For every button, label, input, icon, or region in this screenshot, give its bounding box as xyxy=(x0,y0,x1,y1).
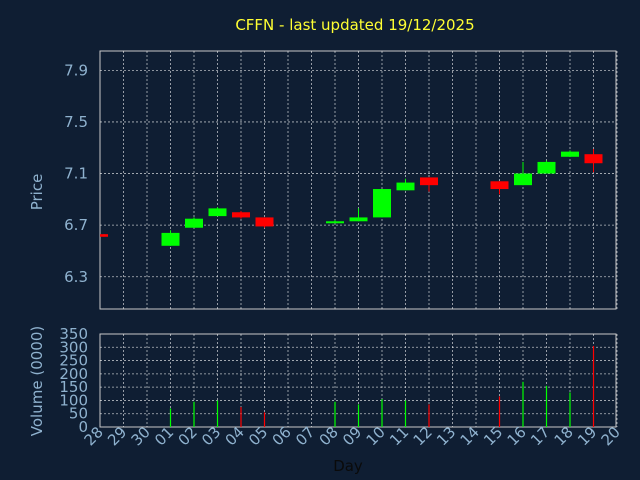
candle-body xyxy=(420,177,438,186)
candle-body xyxy=(232,212,250,218)
volume-tick-label: 300 xyxy=(59,338,88,356)
price-plot-frame xyxy=(99,50,617,310)
candle-body xyxy=(373,189,391,218)
volume-tick-label: 200 xyxy=(59,365,88,383)
price-panel: 7.9 7.5 7.1 6.7 6.3 xyxy=(64,50,618,310)
candle-body xyxy=(396,182,415,191)
price-tick-label: 7.1 xyxy=(64,165,88,183)
volume-tick-label: 50 xyxy=(69,405,88,423)
x-axis-label: Day xyxy=(333,457,363,475)
candle-body xyxy=(185,218,203,228)
price-tick-label: 6.7 xyxy=(64,216,88,234)
candle-body xyxy=(100,234,108,237)
candle-body xyxy=(161,232,180,246)
candle-body xyxy=(326,221,344,224)
chart-title: CFFN - last updated 19/12/2025 xyxy=(235,16,474,34)
price-tick-label: 6.3 xyxy=(64,268,88,286)
volume-tick-label: 150 xyxy=(59,378,88,396)
candle-body xyxy=(584,154,603,164)
candle-body xyxy=(255,217,274,227)
volume-tick-label: 350 xyxy=(59,325,88,343)
volume-tick-label: 250 xyxy=(59,352,88,370)
price-tick-label: 7.5 xyxy=(64,113,88,131)
volume-panel: 3503002502001501005002829300102030405060… xyxy=(59,325,623,449)
volume-tick-label: 0 xyxy=(78,418,88,436)
volume-tick-label: 100 xyxy=(59,391,88,409)
candle-body xyxy=(349,217,368,222)
candle-body xyxy=(514,173,532,186)
price-tick-label: 7.9 xyxy=(64,61,88,79)
candle-body xyxy=(208,208,227,217)
candle-body xyxy=(490,181,509,190)
volume-axis-label: Volume (0000) xyxy=(28,326,46,436)
candle-body xyxy=(537,161,556,174)
candle-body xyxy=(561,151,579,157)
price-axis-label: Price xyxy=(28,174,46,211)
